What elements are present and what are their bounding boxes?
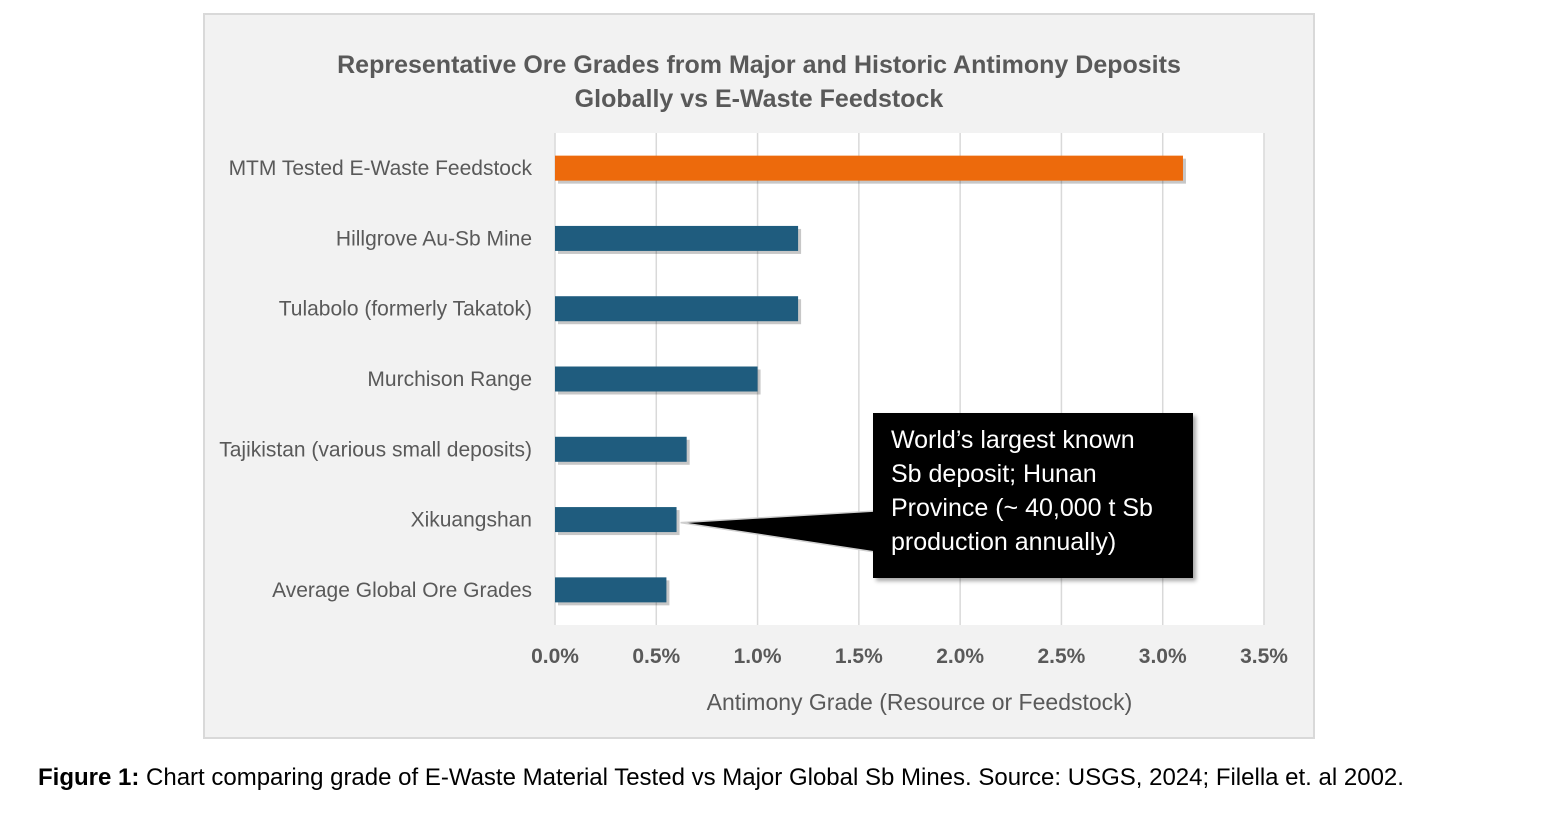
x-tick-label: 3.5% [1240,645,1288,668]
category-label: Tajikistan (various small deposits) [219,438,532,461]
chart-title: Representative Ore Grades from Major and… [205,48,1313,116]
category-label: Murchison Range [367,368,532,391]
bar [555,507,677,533]
x-tick-label: 2.0% [936,645,984,668]
chart-title-line-1: Representative Ore Grades from Major and… [337,51,1181,79]
category-label: MTM Tested E-Waste Feedstock [229,157,533,180]
bar [555,366,758,392]
category-label: Hillgrove Au-Sb Mine [336,227,532,250]
annotation-line-3: Province (~ 40,000 t Sb [891,494,1153,522]
bar [555,155,1183,181]
x-tick-label: 1.0% [734,645,782,668]
bar [555,436,687,462]
category-label: Average Global Ore Grades [272,579,532,602]
x-tick-label: 0.0% [531,645,579,668]
bar [555,296,799,322]
figure-caption: Figure 1: Chart comparing grade of E-Was… [38,764,1404,792]
annotation-line-4: production annually) [891,528,1117,556]
bar [555,577,667,603]
x-tick-label: 1.5% [835,645,883,668]
bar [555,225,799,251]
chart-title-line-2: Globally vs E-Waste Feedstock [574,85,944,113]
x-axis-title: Antimony Grade (Resource or Feedstock) [707,689,1133,715]
x-tick-label: 3.0% [1139,645,1187,668]
category-label: Xikuangshan [411,509,532,532]
annotation-line-2: Sb deposit; Hunan [891,460,1097,488]
annotation-callout: World’s largest known Sb deposit; Hunan … [873,413,1193,578]
caption-text: Chart comparing grade of E-Waste Materia… [139,764,1404,791]
annotation-line-1: World’s largest known [891,426,1135,454]
category-label: Tulabolo (formerly Takatok) [279,298,532,321]
x-tick-label: 0.5% [632,645,680,668]
x-tick-label: 2.5% [1037,645,1085,668]
caption-label: Figure 1: [38,764,140,791]
